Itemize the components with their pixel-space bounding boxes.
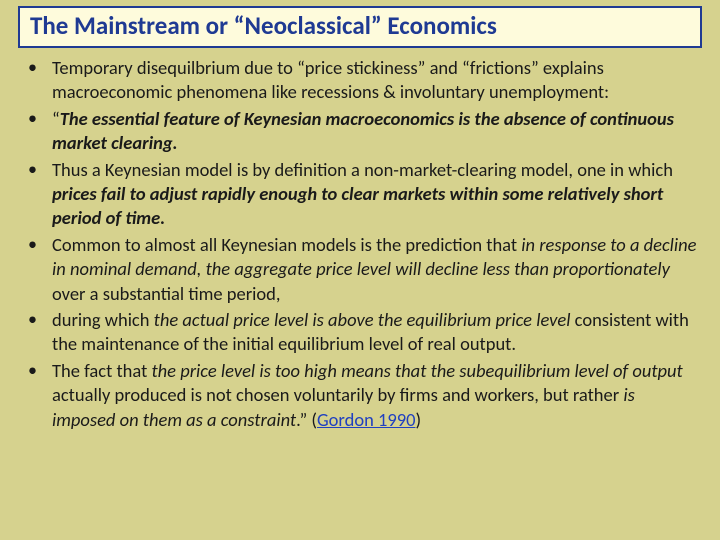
text-run: “ (52, 107, 60, 130)
text-run: over a substantial time period, (52, 282, 281, 305)
slide-title: The Mainstream or “Neoclassical” Economi… (30, 11, 690, 41)
citation-link[interactable]: Gordon 1990 (317, 408, 416, 431)
bullet-item: during which the actual price level is a… (44, 308, 702, 357)
text-run: The essential feature of Keynesian macro… (52, 107, 674, 154)
text-run: actually produced is not chosen voluntar… (52, 383, 623, 406)
text-run: The fact that (52, 359, 151, 382)
bullet-item: Common to almost all Keynesian models is… (44, 233, 702, 306)
text-run: Common to almost all Keynesian models is… (52, 233, 521, 256)
text-run: .” ( (296, 408, 317, 431)
text-run: the price level is too high means that t… (151, 359, 682, 382)
bullet-item: “The essential feature of Keynesian macr… (44, 107, 702, 156)
text-run: during which (52, 308, 154, 331)
bullet-list: Temporary disequilbrium due to “price st… (18, 56, 702, 432)
bullet-item: The fact that the price level is too hig… (44, 359, 702, 432)
bullet-item: Temporary disequilbrium due to “price st… (44, 56, 702, 105)
slide: The Mainstream or “Neoclassical” Economi… (0, 0, 720, 540)
text-run: prices fail to adjust rapidly enough to … (52, 182, 663, 229)
text-run: Temporary disequilbrium due to “price st… (52, 56, 609, 103)
text-run: the actual price level is above the equi… (154, 308, 571, 331)
title-box: The Mainstream or “Neoclassical” Economi… (18, 6, 702, 48)
text-run: Thus a Keynesian model is by definition … (52, 158, 673, 181)
bullet-item: Thus a Keynesian model is by definition … (44, 158, 702, 231)
text-run: ) (416, 408, 422, 431)
